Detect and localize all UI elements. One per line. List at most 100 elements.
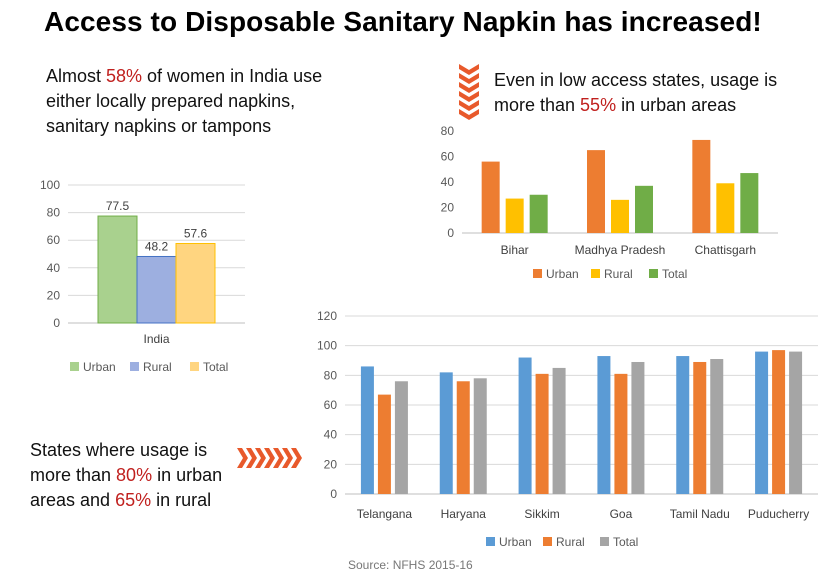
note-highlight: 58% [106,66,143,86]
y-tick-label: 40 [324,428,338,442]
bar-rural [772,350,786,494]
bar-urban [360,366,374,494]
x-tick-label: Telangana [357,507,413,521]
x-tick-label: Goa [610,507,633,521]
y-tick-label: 80 [47,206,61,220]
bar-total [631,361,645,494]
data-label: 48.2 [145,239,169,253]
legend-swatch-rural [591,269,600,278]
y-tick-label: 60 [441,150,455,164]
y-tick-label: 80 [324,368,338,382]
legend-label: Urban [546,267,579,281]
legend-swatch-total [600,537,609,546]
note-text: in urban areas and [30,465,223,510]
bar-urban [439,372,453,494]
chevron-right-icon [237,448,302,468]
bar-total [710,359,724,494]
y-tick-label: 60 [47,233,61,247]
legend-swatch-total [649,269,658,278]
bar-urban [97,215,138,324]
y-tick-label: 120 [317,309,337,323]
x-tick-label: Bihar [501,243,529,257]
x-tick-label: Haryana [441,507,487,521]
data-label: 77.5 [106,199,130,213]
bar-urban [755,351,769,494]
bar-total [635,185,653,233]
x-tick-label: Sikkim [524,507,559,521]
legend-swatch-rural [130,362,139,371]
bar-rural [716,183,735,233]
y-tick-label: 60 [324,398,338,412]
x-tick-label: Puducherry [748,507,809,521]
bar-rural [693,361,707,494]
chevron-down-icon [459,64,479,120]
y-tick-label: 20 [441,201,455,215]
y-tick-label: 0 [330,487,337,501]
x-tick-label: Madhya Pradesh [575,243,666,257]
legend-label: Rural [604,267,633,281]
y-tick-label: 80 [441,124,455,138]
y-tick-label: 0 [53,316,60,330]
y-tick-label: 20 [47,288,61,302]
high-usage-states-chart: 0 20 40 60 80 100 120 Telangana Haryana Sikkim Goa… [317,309,818,549]
note-text: in rural [151,490,212,510]
y-tick-label: 20 [324,457,338,471]
bar-urban [481,161,500,233]
note-text: in urban areas [616,95,737,115]
legend-label: Total [203,360,228,374]
bar-total [740,173,759,233]
legend-swatch-urban [70,362,79,371]
note-highlight: 65% [115,490,152,510]
india-note: Almost 58% of women in India use either … [46,64,336,139]
legend-label: Total [662,267,687,281]
note-text: States where usage is more than [30,440,208,485]
bar-total [789,351,803,494]
bar-total [175,243,216,324]
bar-total [394,381,408,494]
bar-total [552,367,566,494]
bar-urban [692,139,711,233]
y-tick-label: 0 [447,226,454,240]
bar-urban [676,356,690,494]
note-highlight: 55% [580,95,617,115]
note-text: Almost [46,66,107,86]
legend-swatch-urban [533,269,542,278]
bar-rural [456,381,470,494]
legend-label: Urban [83,360,116,374]
legend-label: Rural [143,360,172,374]
y-tick-label: 40 [441,175,455,189]
bar-rural [535,373,549,494]
bar-total [473,378,487,494]
bar-rural [377,394,391,494]
data-label: 57.6 [184,227,208,241]
y-tick-label: 100 [317,339,337,353]
page-title: Access to Disposable Sanitary Napkin has… [44,6,762,37]
note-text: of women in India use either locally pre… [46,66,323,136]
x-tick-label: Chattisgarh [695,243,756,257]
india-chart: 0 20 40 60 80 100 77.5 48.2 57.6 India Urban Rural T… [40,178,245,374]
bar-urban [587,150,605,233]
note-highlight: 80% [116,465,153,485]
states-note: States where usage is more than 80% in u… [30,438,230,513]
bar-rural [611,199,629,233]
x-tick-label: Tamil Nadu [670,507,730,521]
legend-label: Total [613,535,638,549]
bar-total [529,194,548,233]
low-access-states-chart: 0 20 40 60 80 Bihar Madhya Pradesh Chattisgarh U… [441,124,778,281]
bar-rural [614,373,628,494]
legend-swatch-rural [543,537,552,546]
source-note: Source: NFHS 2015-16 [348,558,473,572]
legend-label: Rural [556,535,585,549]
legend-label: Urban [499,535,532,549]
bar-rural [136,255,177,324]
bar-urban [518,357,532,494]
note-text: Even in low access states, usage is more… [494,70,778,115]
y-tick-label: 40 [47,261,61,275]
legend-swatch-total [190,362,199,371]
low-access-note: Even in low access states, usage is more… [494,68,804,118]
legend-swatch-urban [486,537,495,546]
x-tick-label: India [143,332,169,346]
y-tick-label: 100 [40,178,60,192]
bar-rural [505,198,524,233]
bar-urban [597,356,611,494]
